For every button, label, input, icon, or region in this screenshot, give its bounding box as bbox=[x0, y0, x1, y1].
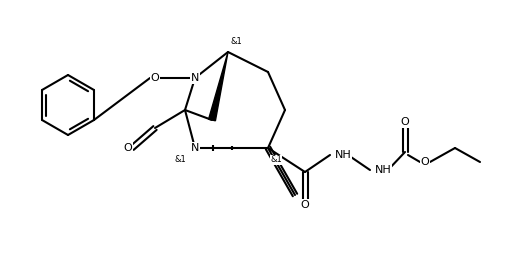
Polygon shape bbox=[208, 52, 228, 121]
Text: O: O bbox=[421, 157, 429, 167]
Text: N: N bbox=[191, 143, 199, 153]
Text: N: N bbox=[191, 73, 199, 83]
Text: &1: &1 bbox=[230, 37, 242, 47]
Text: NH: NH bbox=[335, 150, 352, 160]
Text: NH: NH bbox=[375, 165, 392, 175]
Text: &1: &1 bbox=[174, 155, 186, 165]
Text: O: O bbox=[151, 73, 159, 83]
Text: O: O bbox=[124, 143, 132, 153]
Text: O: O bbox=[300, 200, 309, 210]
Text: O: O bbox=[401, 117, 409, 127]
Text: &1: &1 bbox=[270, 155, 282, 165]
